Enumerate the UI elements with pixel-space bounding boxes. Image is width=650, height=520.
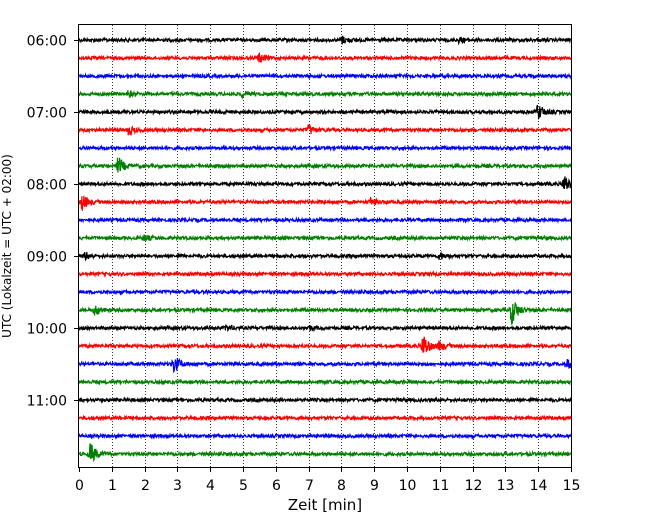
y-tick-label: 07:00: [27, 106, 67, 122]
y-tick-label: 09:00: [27, 250, 67, 266]
trace-0800: [78, 176, 572, 190]
trace-0645: [78, 89, 572, 100]
trace-0930: [78, 288, 572, 296]
trace-1000: [78, 324, 572, 333]
x-tick-label: 9: [370, 478, 379, 494]
x-tick-label: 15: [563, 478, 581, 494]
x-tick-label: 10: [399, 478, 417, 494]
y-tick-label: 11:00: [27, 394, 67, 410]
trace-0700: [78, 104, 572, 121]
trace-0815: [78, 195, 572, 211]
trace-1100: [78, 396, 572, 404]
x-tick-label: 13: [497, 478, 515, 494]
x-tick-label: 12: [465, 478, 483, 494]
trace-0745: [78, 157, 572, 173]
trace-1130: [78, 432, 572, 440]
x-tick-label: 1: [108, 478, 117, 494]
trace-0600: [78, 35, 572, 46]
trace-1015: [78, 336, 572, 353]
x-tick-label: 11: [432, 478, 450, 494]
x-tick-label: 8: [337, 478, 346, 494]
trace-0915: [78, 270, 572, 278]
plot-frame: [78, 24, 572, 468]
x-ticks: 0 1 2 3 4 5 6 7 8 9 10 11 12 13 14 15: [75, 467, 580, 494]
trace-0945: [78, 301, 572, 325]
x-tick-label: 14: [530, 478, 548, 494]
trace-1145: [78, 443, 572, 463]
x-tick-label: 0: [75, 478, 84, 494]
trace-0730: [78, 144, 572, 152]
y-tick-label: 10:00: [27, 322, 67, 338]
y-tick-label: 06:00: [27, 34, 67, 50]
trace-1030: [78, 357, 572, 374]
y-tick-label: 08:00: [27, 178, 67, 194]
x-tick-label: 7: [305, 478, 314, 494]
trace-lines: [78, 35, 572, 463]
x-tick-label: 4: [206, 478, 215, 494]
trace-1115: [78, 414, 572, 422]
x-tick-label: 5: [239, 478, 248, 494]
x-tick-label: 3: [173, 478, 182, 494]
trace-0830: [78, 216, 572, 224]
trace-0715: [78, 124, 572, 136]
y-ticks: 06:00 07:00 08:00 09:00 10:00 11:00: [27, 34, 79, 410]
trace-1045: [78, 378, 572, 386]
trace-0630: [78, 72, 572, 80]
trace-0900: [78, 250, 572, 262]
trace-0845: [78, 234, 572, 243]
y-axis-label: UTC (Lokalzeit = UTC + 02:00): [0, 154, 14, 338]
x-tick-label: 2: [141, 478, 150, 494]
trace-0615: [78, 52, 572, 63]
x-axis-label: Zeit [min]: [288, 496, 362, 514]
x-tick-label: 6: [272, 478, 281, 494]
